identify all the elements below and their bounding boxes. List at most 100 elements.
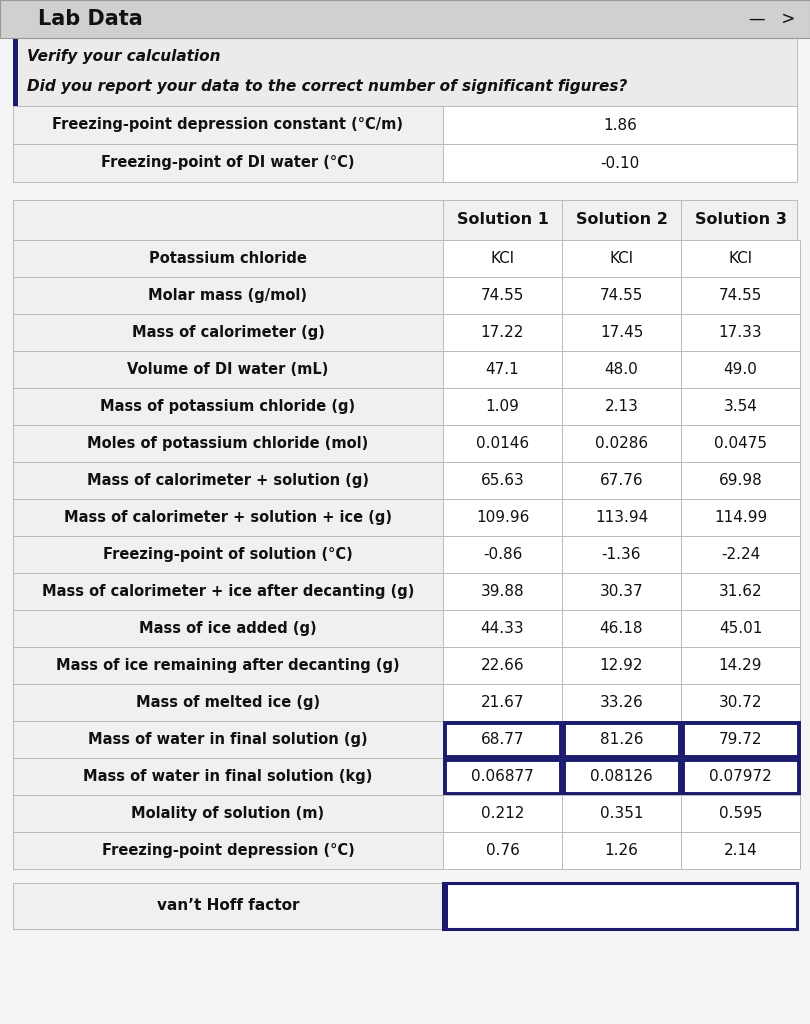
- Bar: [562, 278, 681, 314]
- Bar: [562, 684, 681, 721]
- Text: 67.76: 67.76: [599, 473, 643, 488]
- Text: 46.18: 46.18: [599, 621, 643, 636]
- Text: 69.98: 69.98: [718, 473, 762, 488]
- Text: 0.0146: 0.0146: [476, 436, 529, 451]
- Bar: [681, 647, 800, 684]
- Bar: [443, 106, 797, 144]
- Text: 30.72: 30.72: [718, 695, 762, 710]
- Bar: [562, 388, 681, 425]
- Bar: [562, 831, 681, 869]
- Text: 44.33: 44.33: [480, 621, 524, 636]
- Bar: [13, 795, 443, 831]
- Text: 2.13: 2.13: [604, 399, 638, 414]
- Bar: [443, 462, 562, 499]
- Bar: [443, 240, 562, 278]
- Bar: [681, 610, 800, 647]
- Bar: [13, 831, 443, 869]
- Bar: [681, 831, 800, 869]
- Bar: [13, 573, 443, 610]
- Text: 2.14: 2.14: [723, 843, 757, 858]
- Bar: [562, 647, 681, 684]
- Text: van’t Hoff factor: van’t Hoff factor: [157, 898, 299, 913]
- Bar: [13, 721, 443, 758]
- Bar: [443, 278, 562, 314]
- Bar: [681, 721, 800, 758]
- Text: Lab Data: Lab Data: [38, 9, 143, 29]
- Bar: [562, 351, 681, 388]
- Text: 45.01: 45.01: [718, 621, 762, 636]
- Bar: [443, 721, 562, 758]
- Text: 0.351: 0.351: [599, 806, 643, 821]
- Bar: [562, 536, 681, 573]
- Bar: [443, 536, 562, 573]
- Bar: [681, 758, 800, 795]
- Text: 17.45: 17.45: [600, 325, 643, 340]
- Bar: [13, 758, 443, 795]
- Text: Did you report your data to the correct number of significant figures?: Did you report your data to the correct …: [27, 79, 628, 93]
- Text: Molar mass (g/mol): Molar mass (g/mol): [148, 288, 308, 303]
- Bar: [562, 721, 681, 758]
- Text: Mass of ice added (g): Mass of ice added (g): [139, 621, 317, 636]
- Text: 0.08126: 0.08126: [590, 769, 653, 784]
- Bar: [562, 314, 681, 351]
- Text: 0.07972: 0.07972: [709, 769, 772, 784]
- Text: 0.76: 0.76: [485, 843, 519, 858]
- Bar: [681, 684, 800, 721]
- Bar: [13, 883, 443, 929]
- Text: Freezing-point depression constant (°C/m): Freezing-point depression constant (°C/m…: [53, 118, 403, 132]
- Text: 17.22: 17.22: [481, 325, 524, 340]
- Bar: [445, 760, 561, 794]
- Text: Freezing-point depression (°C): Freezing-point depression (°C): [101, 843, 355, 858]
- Bar: [681, 314, 800, 351]
- Bar: [443, 795, 562, 831]
- Bar: [562, 240, 681, 278]
- Bar: [13, 278, 443, 314]
- Bar: [681, 573, 800, 610]
- Bar: [681, 240, 800, 278]
- Bar: [681, 536, 800, 573]
- Bar: [13, 647, 443, 684]
- Text: 74.55: 74.55: [718, 288, 762, 303]
- Bar: [443, 425, 562, 462]
- Bar: [443, 758, 562, 795]
- Text: 81.26: 81.26: [599, 732, 643, 746]
- Bar: [681, 388, 800, 425]
- Bar: [13, 388, 443, 425]
- Text: 22.66: 22.66: [480, 658, 524, 673]
- Bar: [13, 144, 443, 182]
- Text: -0.10: -0.10: [600, 156, 640, 171]
- Bar: [562, 795, 681, 831]
- Text: -0.86: -0.86: [483, 547, 522, 562]
- Bar: [443, 684, 562, 721]
- Text: KCl: KCl: [609, 251, 633, 266]
- Text: KCl: KCl: [491, 251, 514, 266]
- Text: 17.33: 17.33: [718, 325, 762, 340]
- Text: 0.0475: 0.0475: [714, 436, 767, 451]
- Text: 0.212: 0.212: [481, 806, 524, 821]
- Text: KCl: KCl: [728, 251, 752, 266]
- Text: Solution 1: Solution 1: [457, 213, 548, 227]
- Bar: [681, 278, 800, 314]
- Bar: [564, 723, 680, 757]
- Bar: [13, 38, 18, 106]
- Text: 65.63: 65.63: [480, 473, 524, 488]
- Text: Mass of water in final solution (kg): Mass of water in final solution (kg): [83, 769, 373, 784]
- Text: 109.96: 109.96: [475, 510, 529, 525]
- Text: Verify your calculation: Verify your calculation: [27, 48, 220, 63]
- Bar: [443, 883, 797, 929]
- Bar: [443, 144, 797, 182]
- Text: Mass of calorimeter + solution (g): Mass of calorimeter + solution (g): [87, 473, 369, 488]
- Text: Potassium chloride: Potassium chloride: [149, 251, 307, 266]
- Text: 74.55: 74.55: [481, 288, 524, 303]
- Bar: [443, 883, 448, 929]
- Bar: [681, 795, 800, 831]
- Text: 47.1: 47.1: [486, 362, 519, 377]
- Text: 21.67: 21.67: [481, 695, 524, 710]
- Text: -2.24: -2.24: [721, 547, 760, 562]
- Bar: [13, 499, 443, 536]
- Bar: [564, 760, 680, 794]
- Bar: [681, 351, 800, 388]
- Bar: [562, 610, 681, 647]
- Text: 3.54: 3.54: [723, 399, 757, 414]
- Text: Volume of DI water (mL): Volume of DI water (mL): [127, 362, 329, 377]
